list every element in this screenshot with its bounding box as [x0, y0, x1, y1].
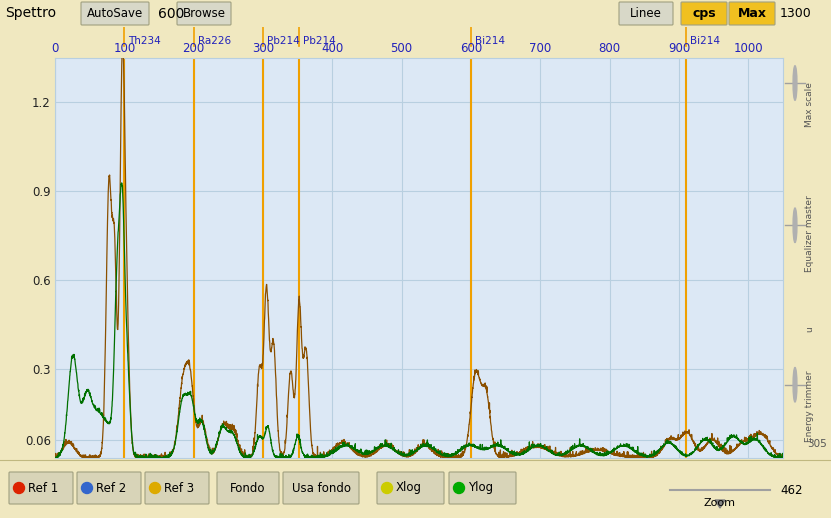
FancyBboxPatch shape [283, 472, 359, 504]
Text: 300: 300 [252, 41, 274, 54]
Text: 200: 200 [183, 41, 204, 54]
Text: Linee: Linee [630, 7, 662, 20]
FancyBboxPatch shape [217, 472, 279, 504]
Text: AutoSave: AutoSave [87, 7, 143, 20]
Text: Ref 2: Ref 2 [96, 482, 126, 495]
FancyBboxPatch shape [681, 2, 727, 25]
Circle shape [150, 482, 160, 494]
FancyBboxPatch shape [81, 2, 149, 25]
Text: Ylog: Ylog [468, 482, 493, 495]
FancyBboxPatch shape [9, 472, 73, 504]
Text: 700: 700 [529, 41, 552, 54]
FancyBboxPatch shape [145, 472, 209, 504]
Text: 100: 100 [113, 41, 135, 54]
Text: Usa fondo: Usa fondo [292, 482, 351, 495]
Circle shape [381, 482, 392, 494]
Text: cps: cps [692, 7, 715, 20]
Text: Fondo: Fondo [230, 482, 266, 495]
Text: Max: Max [737, 7, 766, 20]
Text: Th234: Th234 [129, 36, 161, 46]
Text: Ra226: Ra226 [198, 36, 231, 46]
Text: 500: 500 [391, 41, 413, 54]
Text: 1000: 1000 [734, 41, 763, 54]
Text: 900: 900 [668, 41, 690, 54]
FancyBboxPatch shape [619, 2, 673, 25]
Text: Xlog: Xlog [396, 482, 422, 495]
Circle shape [454, 482, 465, 494]
Circle shape [793, 66, 797, 100]
FancyBboxPatch shape [377, 472, 444, 504]
Text: 305: 305 [807, 439, 827, 450]
Circle shape [793, 367, 797, 402]
Polygon shape [715, 500, 725, 508]
FancyBboxPatch shape [177, 2, 231, 25]
Text: 0: 0 [52, 41, 59, 54]
Text: Equalizer master: Equalizer master [805, 195, 814, 272]
Text: u: u [805, 326, 814, 332]
Text: 1300: 1300 [780, 7, 812, 20]
Text: 400: 400 [322, 41, 343, 54]
Text: 800: 800 [598, 41, 621, 54]
Text: Pb214: Pb214 [267, 36, 300, 46]
FancyBboxPatch shape [729, 2, 775, 25]
Circle shape [81, 482, 92, 494]
FancyBboxPatch shape [449, 472, 516, 504]
Text: Bi214: Bi214 [690, 36, 720, 46]
Text: Zoom: Zoom [704, 498, 736, 508]
FancyBboxPatch shape [77, 472, 141, 504]
Text: 600: 600 [158, 7, 184, 21]
Text: Ref 1: Ref 1 [28, 482, 58, 495]
Text: 600: 600 [460, 41, 482, 54]
Text: Bi214: Bi214 [475, 36, 505, 46]
Text: Pb214: Pb214 [303, 36, 336, 46]
Circle shape [793, 208, 797, 242]
Circle shape [13, 482, 24, 494]
Text: Energy trimmer: Energy trimmer [805, 370, 814, 442]
Text: Browse: Browse [183, 7, 225, 20]
Text: Spettro: Spettro [5, 7, 57, 21]
Text: Max scale: Max scale [805, 82, 814, 127]
Text: 462: 462 [780, 483, 803, 496]
Text: Ref 3: Ref 3 [164, 482, 194, 495]
